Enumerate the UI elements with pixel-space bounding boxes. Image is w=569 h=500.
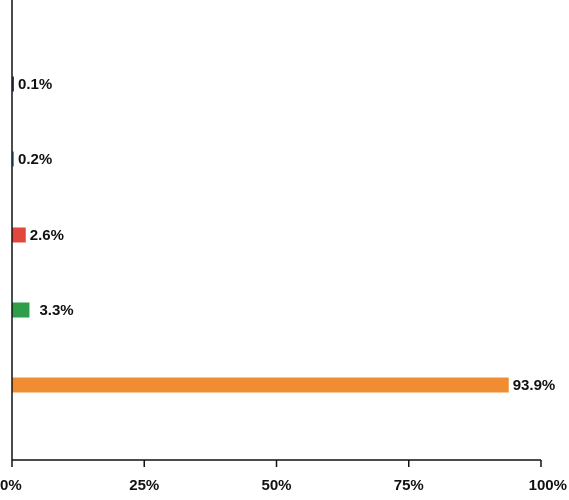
data-labels-group: 0.1% 0.2% 2.6% 3.3% 93.9% xyxy=(18,76,555,394)
data-label-5: 93.9% xyxy=(513,377,556,394)
x-tick-label-0: 0% xyxy=(0,477,22,494)
bar-2 xyxy=(12,151,14,167)
data-label-2: 0.2% xyxy=(18,151,52,168)
bar-5 xyxy=(12,377,509,393)
bar-1 xyxy=(12,76,14,92)
x-axis-ticks-group: 0% 25% 50% 75% 100% xyxy=(0,460,567,494)
x-tick-label-50: 50% xyxy=(261,477,291,494)
data-label-1: 0.1% xyxy=(18,76,52,93)
bar-4 xyxy=(12,302,30,318)
data-label-3: 2.6% xyxy=(30,227,64,244)
bars-group xyxy=(12,76,509,393)
bar-3 xyxy=(12,227,26,243)
x-tick-label-25: 25% xyxy=(129,477,159,494)
x-tick-label-75: 75% xyxy=(394,477,424,494)
data-label-4: 3.3% xyxy=(39,302,73,319)
x-tick-label-100: 100% xyxy=(529,477,567,494)
